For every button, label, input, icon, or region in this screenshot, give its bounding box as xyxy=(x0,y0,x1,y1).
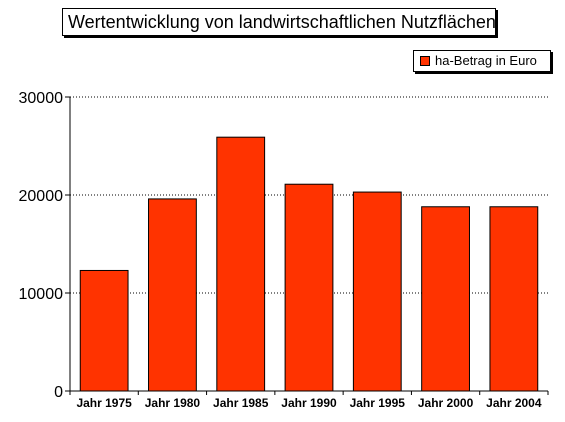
bar-5 xyxy=(421,206,470,392)
x-tick-label-0: Jahr 1975 xyxy=(76,396,132,410)
y-tick-label-1: 10000 xyxy=(19,286,64,303)
y-tick-label-2: 20000 xyxy=(19,188,64,205)
bar-3 xyxy=(284,183,334,392)
chart-title: Wertentwicklung von landwirtschaftlichen… xyxy=(62,8,496,36)
x-tick-label-2: Jahr 1985 xyxy=(213,396,269,410)
x-tick-label-1: Jahr 1980 xyxy=(145,396,201,410)
y-tick-label-3: 30000 xyxy=(19,90,64,107)
y-tick-label-0: 0 xyxy=(54,384,63,401)
bar-2 xyxy=(216,136,266,392)
x-tick-label-5: Jahr 2000 xyxy=(418,396,474,410)
bar-1 xyxy=(148,198,197,392)
x-tick-label-4: Jahr 1995 xyxy=(350,396,406,410)
x-tick-label-6: Jahr 2004 xyxy=(486,396,542,410)
legend: ha-Betrag in Euro xyxy=(413,50,551,72)
legend-swatch xyxy=(420,56,430,66)
legend-label: ha-Betrag in Euro xyxy=(435,53,537,68)
bar-6 xyxy=(489,206,539,392)
x-tick-label-3: Jahr 1990 xyxy=(281,396,337,410)
bar-0 xyxy=(79,269,129,392)
bar-4 xyxy=(352,191,402,392)
